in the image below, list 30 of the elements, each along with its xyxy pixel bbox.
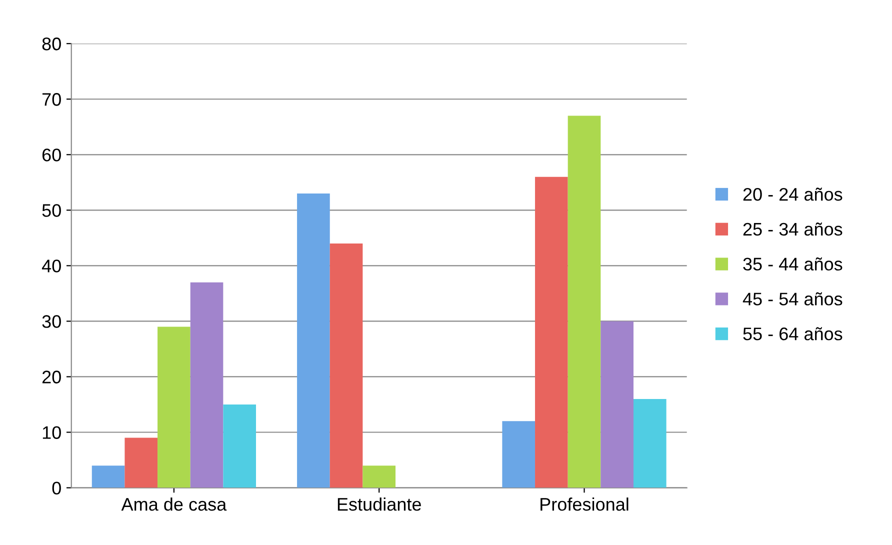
legend-label: 25 - 34 años	[743, 222, 842, 236]
bar	[190, 282, 224, 488]
x-tick-label: Profesional	[540, 497, 628, 511]
bar	[535, 176, 568, 488]
legend-label: 35 - 44 años	[743, 257, 842, 271]
y-tick-label: 30	[42, 315, 61, 328]
bar	[330, 243, 363, 488]
y-tick-label: 80	[42, 38, 61, 50]
bar	[568, 116, 601, 488]
bar	[124, 438, 158, 488]
x-tick-label: Estudiante	[338, 497, 421, 511]
bar	[223, 404, 256, 488]
legend-label: 55 - 64 años	[743, 327, 842, 340]
bar	[362, 466, 396, 488]
legend-label: 45 - 54 años	[742, 292, 842, 306]
x-tick-label: Ama de casa	[121, 497, 227, 511]
y-tick-label: 50	[42, 204, 61, 217]
y-tick-label: 60	[42, 148, 61, 162]
y-tick-label: 40	[42, 260, 61, 272]
y-tick-label: 10	[42, 426, 61, 439]
y-tick-label: 70	[42, 93, 61, 106]
y-tick-label: 20	[42, 370, 61, 384]
bar	[158, 326, 190, 488]
bar	[502, 421, 536, 488]
legend-label: 20 - 24 años	[743, 188, 842, 201]
bar	[92, 466, 125, 488]
bar	[600, 321, 634, 488]
bar	[297, 194, 330, 488]
y-tick-label: 0	[52, 482, 61, 494]
bar	[634, 398, 666, 488]
